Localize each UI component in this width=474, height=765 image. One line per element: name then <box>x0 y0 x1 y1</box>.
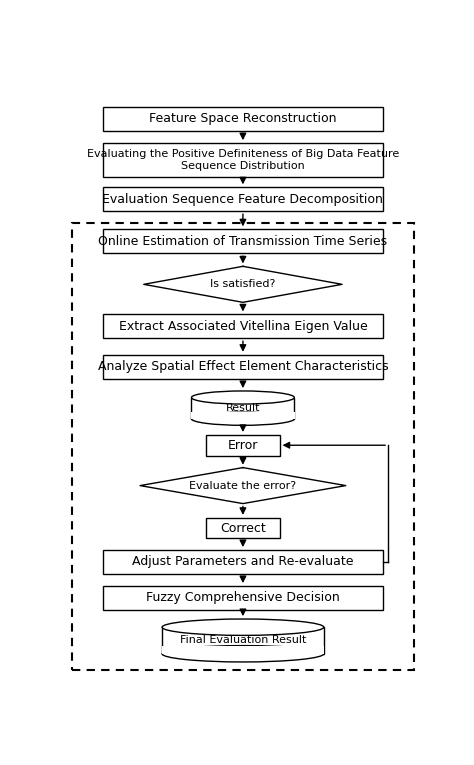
Text: Analyze Spatial Effect Element Characteristics: Analyze Spatial Effect Element Character… <box>98 360 388 373</box>
FancyBboxPatch shape <box>103 187 383 211</box>
FancyBboxPatch shape <box>191 412 295 418</box>
Text: Final Evaluation Result: Final Evaluation Result <box>180 636 306 646</box>
Ellipse shape <box>162 619 324 636</box>
Text: Fuzzy Comprehensive Decision: Fuzzy Comprehensive Decision <box>146 591 340 604</box>
FancyBboxPatch shape <box>103 230 383 253</box>
Text: Extract Associated Vitellina Eigen Value: Extract Associated Vitellina Eigen Value <box>118 320 367 333</box>
FancyBboxPatch shape <box>162 646 324 654</box>
Text: Result: Result <box>226 403 260 413</box>
Text: Evaluation Sequence Feature Decomposition: Evaluation Sequence Feature Decompositio… <box>102 193 383 206</box>
Text: Error: Error <box>228 439 258 451</box>
Text: Feature Space Reconstruction: Feature Space Reconstruction <box>149 112 337 125</box>
Ellipse shape <box>191 412 294 425</box>
Text: Evaluate the error?: Evaluate the error? <box>189 480 297 490</box>
FancyBboxPatch shape <box>191 398 294 418</box>
FancyBboxPatch shape <box>206 435 280 456</box>
Text: Evaluating the Positive Definiteness of Big Data Feature
Sequence Distribution: Evaluating the Positive Definiteness of … <box>87 149 399 171</box>
FancyBboxPatch shape <box>103 314 383 338</box>
Text: Adjust Parameters and Re-evaluate: Adjust Parameters and Re-evaluate <box>132 555 354 568</box>
FancyBboxPatch shape <box>103 586 383 610</box>
FancyBboxPatch shape <box>162 627 324 654</box>
Polygon shape <box>140 467 346 503</box>
FancyBboxPatch shape <box>103 355 383 379</box>
FancyBboxPatch shape <box>103 106 383 131</box>
Text: Is satisfied?: Is satisfied? <box>210 279 275 289</box>
FancyBboxPatch shape <box>206 518 280 539</box>
Polygon shape <box>144 266 342 302</box>
Text: Correct: Correct <box>220 522 266 535</box>
Text: Online Estimation of Transmission Time Series: Online Estimation of Transmission Time S… <box>99 235 387 248</box>
Ellipse shape <box>162 646 324 662</box>
Ellipse shape <box>191 391 294 404</box>
FancyBboxPatch shape <box>103 550 383 574</box>
FancyBboxPatch shape <box>103 143 383 177</box>
